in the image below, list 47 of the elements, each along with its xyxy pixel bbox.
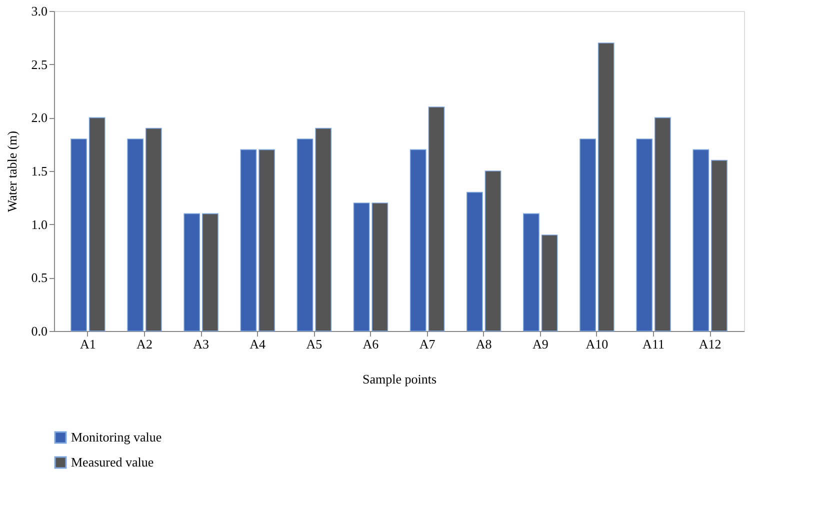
y-tick-label: 0.5 (31, 270, 48, 286)
bar (692, 149, 710, 332)
x-tick-label: A3 (193, 336, 209, 352)
y-tick-label: 1.0 (31, 216, 48, 232)
y-axis-title: Water table (m) (4, 130, 20, 212)
bar (240, 149, 257, 332)
y-tick-label: 2.5 (31, 56, 48, 72)
bar (296, 138, 314, 332)
x-tick-label: A9 (532, 336, 548, 352)
x-tick-label: A12 (698, 336, 722, 352)
bar (315, 128, 332, 332)
y-tick-label: 0.0 (31, 324, 48, 338)
bar (484, 170, 502, 332)
bar (127, 138, 144, 332)
x-tick-label: A6 (362, 336, 380, 352)
x-axis-title: Sample points (362, 372, 437, 386)
legend-label: Monitoring value (71, 430, 162, 444)
x-tick-label: A2 (136, 336, 152, 352)
bar (654, 117, 671, 332)
y-tick-label: 2.0 (31, 110, 48, 126)
x-tick-label: A10 (586, 336, 608, 352)
bar (184, 213, 200, 332)
x-tick-label: A1 (80, 336, 96, 352)
bar (145, 128, 162, 332)
bar (353, 202, 370, 332)
x-tick-label: A4 (250, 336, 266, 352)
legend-label: Measured value (71, 454, 154, 470)
bar (258, 149, 275, 332)
bar (636, 138, 653, 332)
bar (466, 192, 483, 332)
y-tick-label: 3.0 (31, 4, 48, 18)
x-tick-label: A11 (642, 336, 664, 352)
bar (598, 42, 614, 332)
bar (523, 213, 540, 332)
bar (541, 234, 558, 332)
bar (580, 138, 596, 332)
bar (410, 149, 426, 332)
y-tick-label: 1.5 (31, 164, 48, 178)
x-tick-label: A8 (476, 336, 492, 352)
bar (88, 117, 106, 332)
x-tick-label: A7 (419, 336, 436, 352)
bar (711, 160, 728, 332)
x-tick-label: A5 (306, 336, 322, 352)
bar (202, 213, 218, 332)
bar (428, 106, 445, 332)
bar (70, 138, 87, 332)
bar (372, 202, 388, 332)
